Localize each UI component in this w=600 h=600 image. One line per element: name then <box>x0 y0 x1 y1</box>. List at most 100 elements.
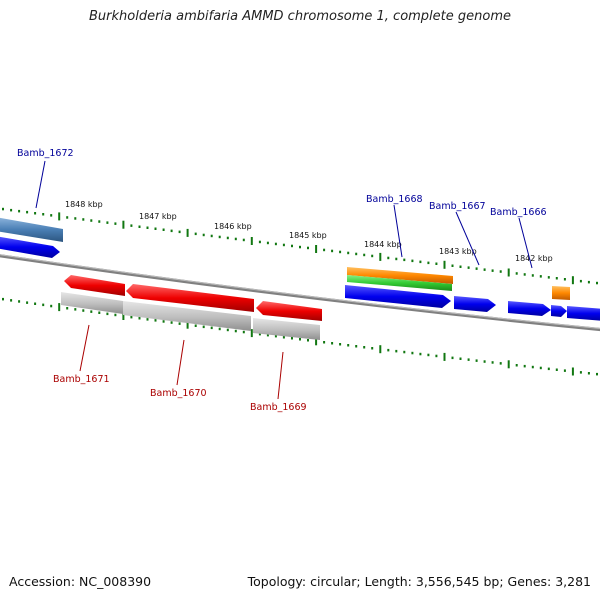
gene-bamb-1672-arrow[interactable] <box>0 217 63 242</box>
minor-tick <box>371 347 374 350</box>
minor-tick <box>42 303 45 307</box>
minor-tick <box>66 307 69 310</box>
minor-tick <box>34 302 37 305</box>
major-tick <box>250 329 253 338</box>
minor-tick <box>323 341 326 344</box>
minor-tick <box>563 278 566 281</box>
leader-line <box>35 160 46 209</box>
gene-forward-arrow[interactable] <box>0 236 60 258</box>
feature-small-orange-bar[interactable] <box>552 286 570 300</box>
gene-label-bamb-1670[interactable]: Bamb_1670 <box>150 388 207 399</box>
forward-gene-labels: Bamb_1672 Bamb_1668 Bamb_1667 Bamb_1666 <box>17 148 547 269</box>
gene-label-bamb-1669[interactable]: Bamb_1669 <box>250 402 307 413</box>
gene-bamb-1670-arrow[interactable] <box>126 284 254 312</box>
minor-tick <box>347 251 350 255</box>
minor-tick <box>242 238 245 242</box>
minor-tick <box>2 297 4 301</box>
minor-tick <box>130 315 133 319</box>
scale-labels: 1848 kbp 1847 kbp 1846 kbp 1845 kbp 1844… <box>65 200 553 263</box>
minor-tick <box>170 321 173 324</box>
map-title: Burkholderia ambifaria AMMD chromosome 1… <box>88 9 512 24</box>
minor-tick <box>162 320 165 323</box>
minor-tick <box>435 354 438 358</box>
minor-tick <box>579 279 582 283</box>
minor-tick <box>515 364 518 367</box>
minor-tick <box>427 261 430 265</box>
minor-tick <box>26 210 29 214</box>
minor-tick <box>499 270 502 273</box>
minor-tick <box>178 322 181 325</box>
gene-label-bamb-1672[interactable]: Bamb_1672 <box>17 148 74 159</box>
minor-tick <box>395 257 398 261</box>
major-tick <box>443 260 446 269</box>
gene-bamb-1668-arrow[interactable] <box>345 285 451 308</box>
reverse-gene-labels: Bamb_1671 Bamb_1670 Bamb_1669 <box>53 324 307 413</box>
feature-orange-bar[interactable] <box>347 267 453 284</box>
accession-text: Accession: NC_008390 <box>9 574 152 589</box>
minor-tick <box>90 310 93 313</box>
major-tick <box>571 276 574 285</box>
gene-edge-forward-arrow[interactable] <box>567 306 600 321</box>
minor-tick <box>194 232 197 236</box>
gene-bamb-1671-bar[interactable] <box>61 292 123 314</box>
minor-tick <box>547 367 550 371</box>
gene-bamb-1666-arrow[interactable] <box>508 301 551 316</box>
minor-tick <box>531 365 534 369</box>
gene-label-bamb-1671[interactable]: Bamb_1671 <box>53 374 110 385</box>
gene-label-bamb-1666[interactable]: Bamb_1666 <box>490 207 547 218</box>
minor-tick <box>467 266 470 269</box>
gene-bamb-1667-arrow[interactable] <box>454 296 496 312</box>
minor-tick <box>307 339 309 342</box>
major-tick <box>507 268 510 277</box>
minor-tick <box>154 319 157 322</box>
minor-tick <box>202 233 205 237</box>
minor-tick <box>82 309 85 312</box>
minor-tick <box>579 371 582 374</box>
minor-tick <box>563 369 566 372</box>
minor-tick <box>307 246 309 250</box>
minor-tick <box>539 275 542 278</box>
minor-tick <box>194 324 197 327</box>
gene-small-forward-arrow[interactable] <box>551 305 567 317</box>
minor-tick <box>331 342 334 345</box>
leader-line <box>277 351 284 400</box>
major-tick <box>58 303 61 312</box>
minor-tick <box>162 228 165 231</box>
topology-text: Topology: circular; Length: 3,556,545 bp… <box>247 574 591 589</box>
minor-tick <box>387 348 390 352</box>
minor-tick <box>363 253 366 257</box>
minor-tick <box>114 313 117 317</box>
gene-label-bamb-1667[interactable]: Bamb_1667 <box>429 201 486 212</box>
minor-tick <box>50 304 53 308</box>
minor-tick <box>355 252 358 256</box>
major-tick <box>58 212 61 221</box>
minor-tick <box>419 260 422 264</box>
gene-label-bamb-1668[interactable]: Bamb_1668 <box>366 194 423 205</box>
leader-line <box>79 324 90 372</box>
minor-tick <box>10 208 13 212</box>
reverse-strand-features <box>61 275 322 340</box>
minor-tick <box>114 222 117 225</box>
minor-tick <box>387 256 390 260</box>
minor-tick <box>596 372 598 376</box>
gene-bamb-1669-arrow[interactable] <box>256 301 322 321</box>
minor-tick <box>435 262 438 265</box>
gene-bamb-1669-bar[interactable] <box>253 318 320 340</box>
feature-green-bar[interactable] <box>347 275 452 291</box>
minor-tick <box>299 338 301 341</box>
major-tick <box>571 367 574 376</box>
minor-tick <box>596 281 598 285</box>
minor-tick <box>106 312 109 316</box>
major-tick <box>122 312 125 320</box>
minor-tick <box>202 325 205 329</box>
leader-line <box>518 217 533 269</box>
minor-tick <box>427 353 430 357</box>
gene-bamb-1671-arrow[interactable] <box>64 275 125 296</box>
gene-bamb-1670-bar[interactable] <box>123 301 251 331</box>
chromosome-backbone <box>0 254 600 332</box>
minor-tick <box>74 217 77 220</box>
minor-tick <box>98 311 101 314</box>
forward-strand-features <box>0 217 600 321</box>
minor-tick <box>242 330 245 334</box>
minor-tick <box>523 364 526 368</box>
